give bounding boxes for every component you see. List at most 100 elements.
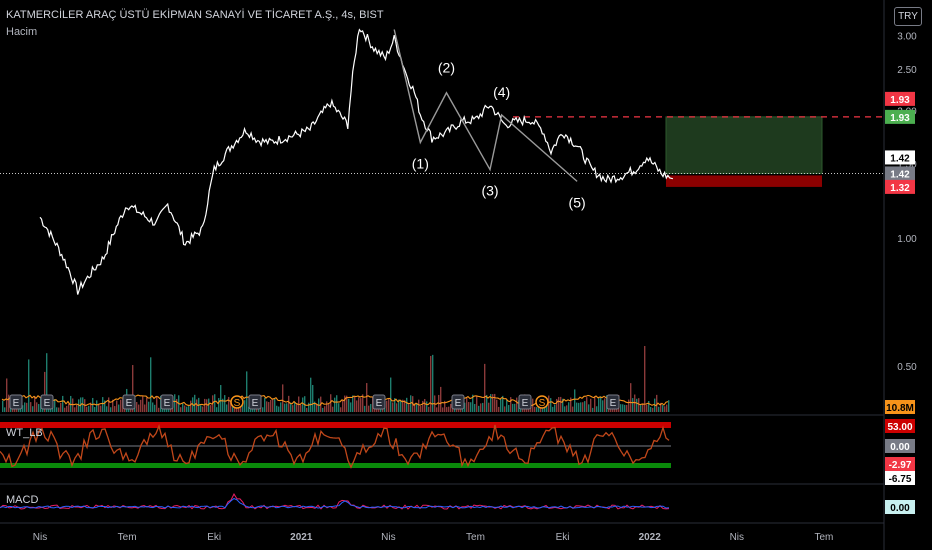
volume-bar <box>116 400 118 412</box>
volume-bar <box>242 399 244 412</box>
event-marker-earnings[interactable] <box>372 394 386 410</box>
event-marker-label: E <box>252 398 259 409</box>
volume-bar <box>328 404 330 412</box>
currency-button[interactable]: TRY <box>894 7 922 26</box>
volume-bar <box>276 405 278 412</box>
volume-bar <box>364 405 366 412</box>
volume-bar <box>38 404 40 412</box>
event-marker-earnings[interactable] <box>40 394 54 410</box>
volume-bar <box>468 402 470 412</box>
event-marker-earnings[interactable] <box>451 394 465 410</box>
target-zone-tag: 1.93 <box>890 113 910 124</box>
volume-bar <box>494 393 496 412</box>
profit-zone[interactable] <box>665 116 823 174</box>
volume-bar <box>388 397 390 412</box>
event-marker-earnings[interactable] <box>606 394 620 410</box>
volume-bar <box>216 407 218 412</box>
volume-bar <box>142 396 144 412</box>
volume-bar <box>620 404 622 412</box>
volume-bar <box>484 363 486 412</box>
volume-bar <box>290 402 292 412</box>
event-marker-split[interactable] <box>535 395 549 409</box>
volume-bar <box>98 403 100 412</box>
volume-bar <box>632 398 634 412</box>
volume-bar <box>60 402 62 412</box>
event-marker-earnings[interactable] <box>9 394 23 410</box>
volume-bar <box>104 400 106 412</box>
volume-bar <box>662 405 664 412</box>
volume-bar <box>334 397 336 412</box>
volume-bar <box>118 404 120 412</box>
volume-bar <box>350 402 352 412</box>
volume-bar <box>628 399 630 412</box>
volume-bar <box>56 407 58 412</box>
volume-bar <box>418 399 420 412</box>
volume-bar <box>270 399 272 412</box>
volume-bar <box>584 401 586 412</box>
event-marker-earnings[interactable] <box>122 394 136 410</box>
volume-bar <box>664 406 666 412</box>
event-marker-earnings[interactable] <box>248 394 262 410</box>
volume-bar <box>402 399 404 412</box>
volume-bar <box>284 403 286 412</box>
volume-bar <box>572 406 574 412</box>
volume-bar <box>470 402 472 412</box>
volume-bar <box>488 402 490 412</box>
event-marker-label: E <box>44 398 51 409</box>
event-marker-earnings[interactable] <box>160 394 174 410</box>
volume-bar <box>432 354 434 412</box>
volume-bar <box>58 407 60 412</box>
volume-bar <box>68 403 70 412</box>
volume-bar <box>502 395 504 412</box>
volume-bar <box>292 405 294 412</box>
volume-bar <box>636 398 638 412</box>
volume-bar <box>386 400 388 412</box>
macd-panel-label: MACD <box>6 494 39 506</box>
volume-bar <box>280 402 282 412</box>
volume-bar <box>110 407 112 412</box>
loss-zone[interactable] <box>666 175 822 187</box>
volume-bar <box>32 406 34 412</box>
target-price-tag-bg <box>885 91 915 106</box>
volume-bar <box>308 402 310 412</box>
volume-bar <box>78 399 80 412</box>
volume-bar <box>424 398 426 412</box>
volume-bar <box>88 405 90 412</box>
volume-bar <box>102 397 104 412</box>
volume-bar <box>338 403 340 412</box>
volume-bar <box>96 400 98 412</box>
target-price-tag: 1.93 <box>890 95 910 106</box>
volume-bar <box>162 407 164 412</box>
volume-bar <box>200 405 202 412</box>
volume-bar <box>400 400 402 412</box>
volume-bar <box>602 400 604 412</box>
volume-bar <box>112 399 114 412</box>
event-marker-label: E <box>13 398 20 409</box>
volume-bar <box>76 404 78 412</box>
event-marker-earnings[interactable] <box>518 394 532 410</box>
volume-bar <box>398 399 400 412</box>
volume-bar <box>414 403 416 412</box>
x-tick-label: Eki <box>556 532 570 543</box>
x-tick-label: Nis <box>33 532 47 543</box>
volume-bar <box>590 398 592 412</box>
volume-bar <box>300 404 302 412</box>
volume-bar <box>86 406 88 412</box>
volume-bar <box>444 400 446 412</box>
wt-upper-tag: 53.00 <box>887 422 912 433</box>
volume-bar <box>186 406 188 412</box>
event-marker-label: E <box>164 398 171 409</box>
volume-bar <box>648 400 650 412</box>
volume-bar <box>666 404 668 412</box>
volume-bar <box>474 404 476 412</box>
wt-secondary-tag: -6.75 <box>889 474 912 485</box>
volume-bar <box>26 402 28 412</box>
volume-bar <box>342 399 344 412</box>
volume-bar <box>582 402 584 412</box>
volume-bar <box>510 397 512 412</box>
y-tick-label: 0.50 <box>897 362 917 373</box>
event-marker-split[interactable] <box>230 395 244 409</box>
volume-bar <box>436 407 438 412</box>
